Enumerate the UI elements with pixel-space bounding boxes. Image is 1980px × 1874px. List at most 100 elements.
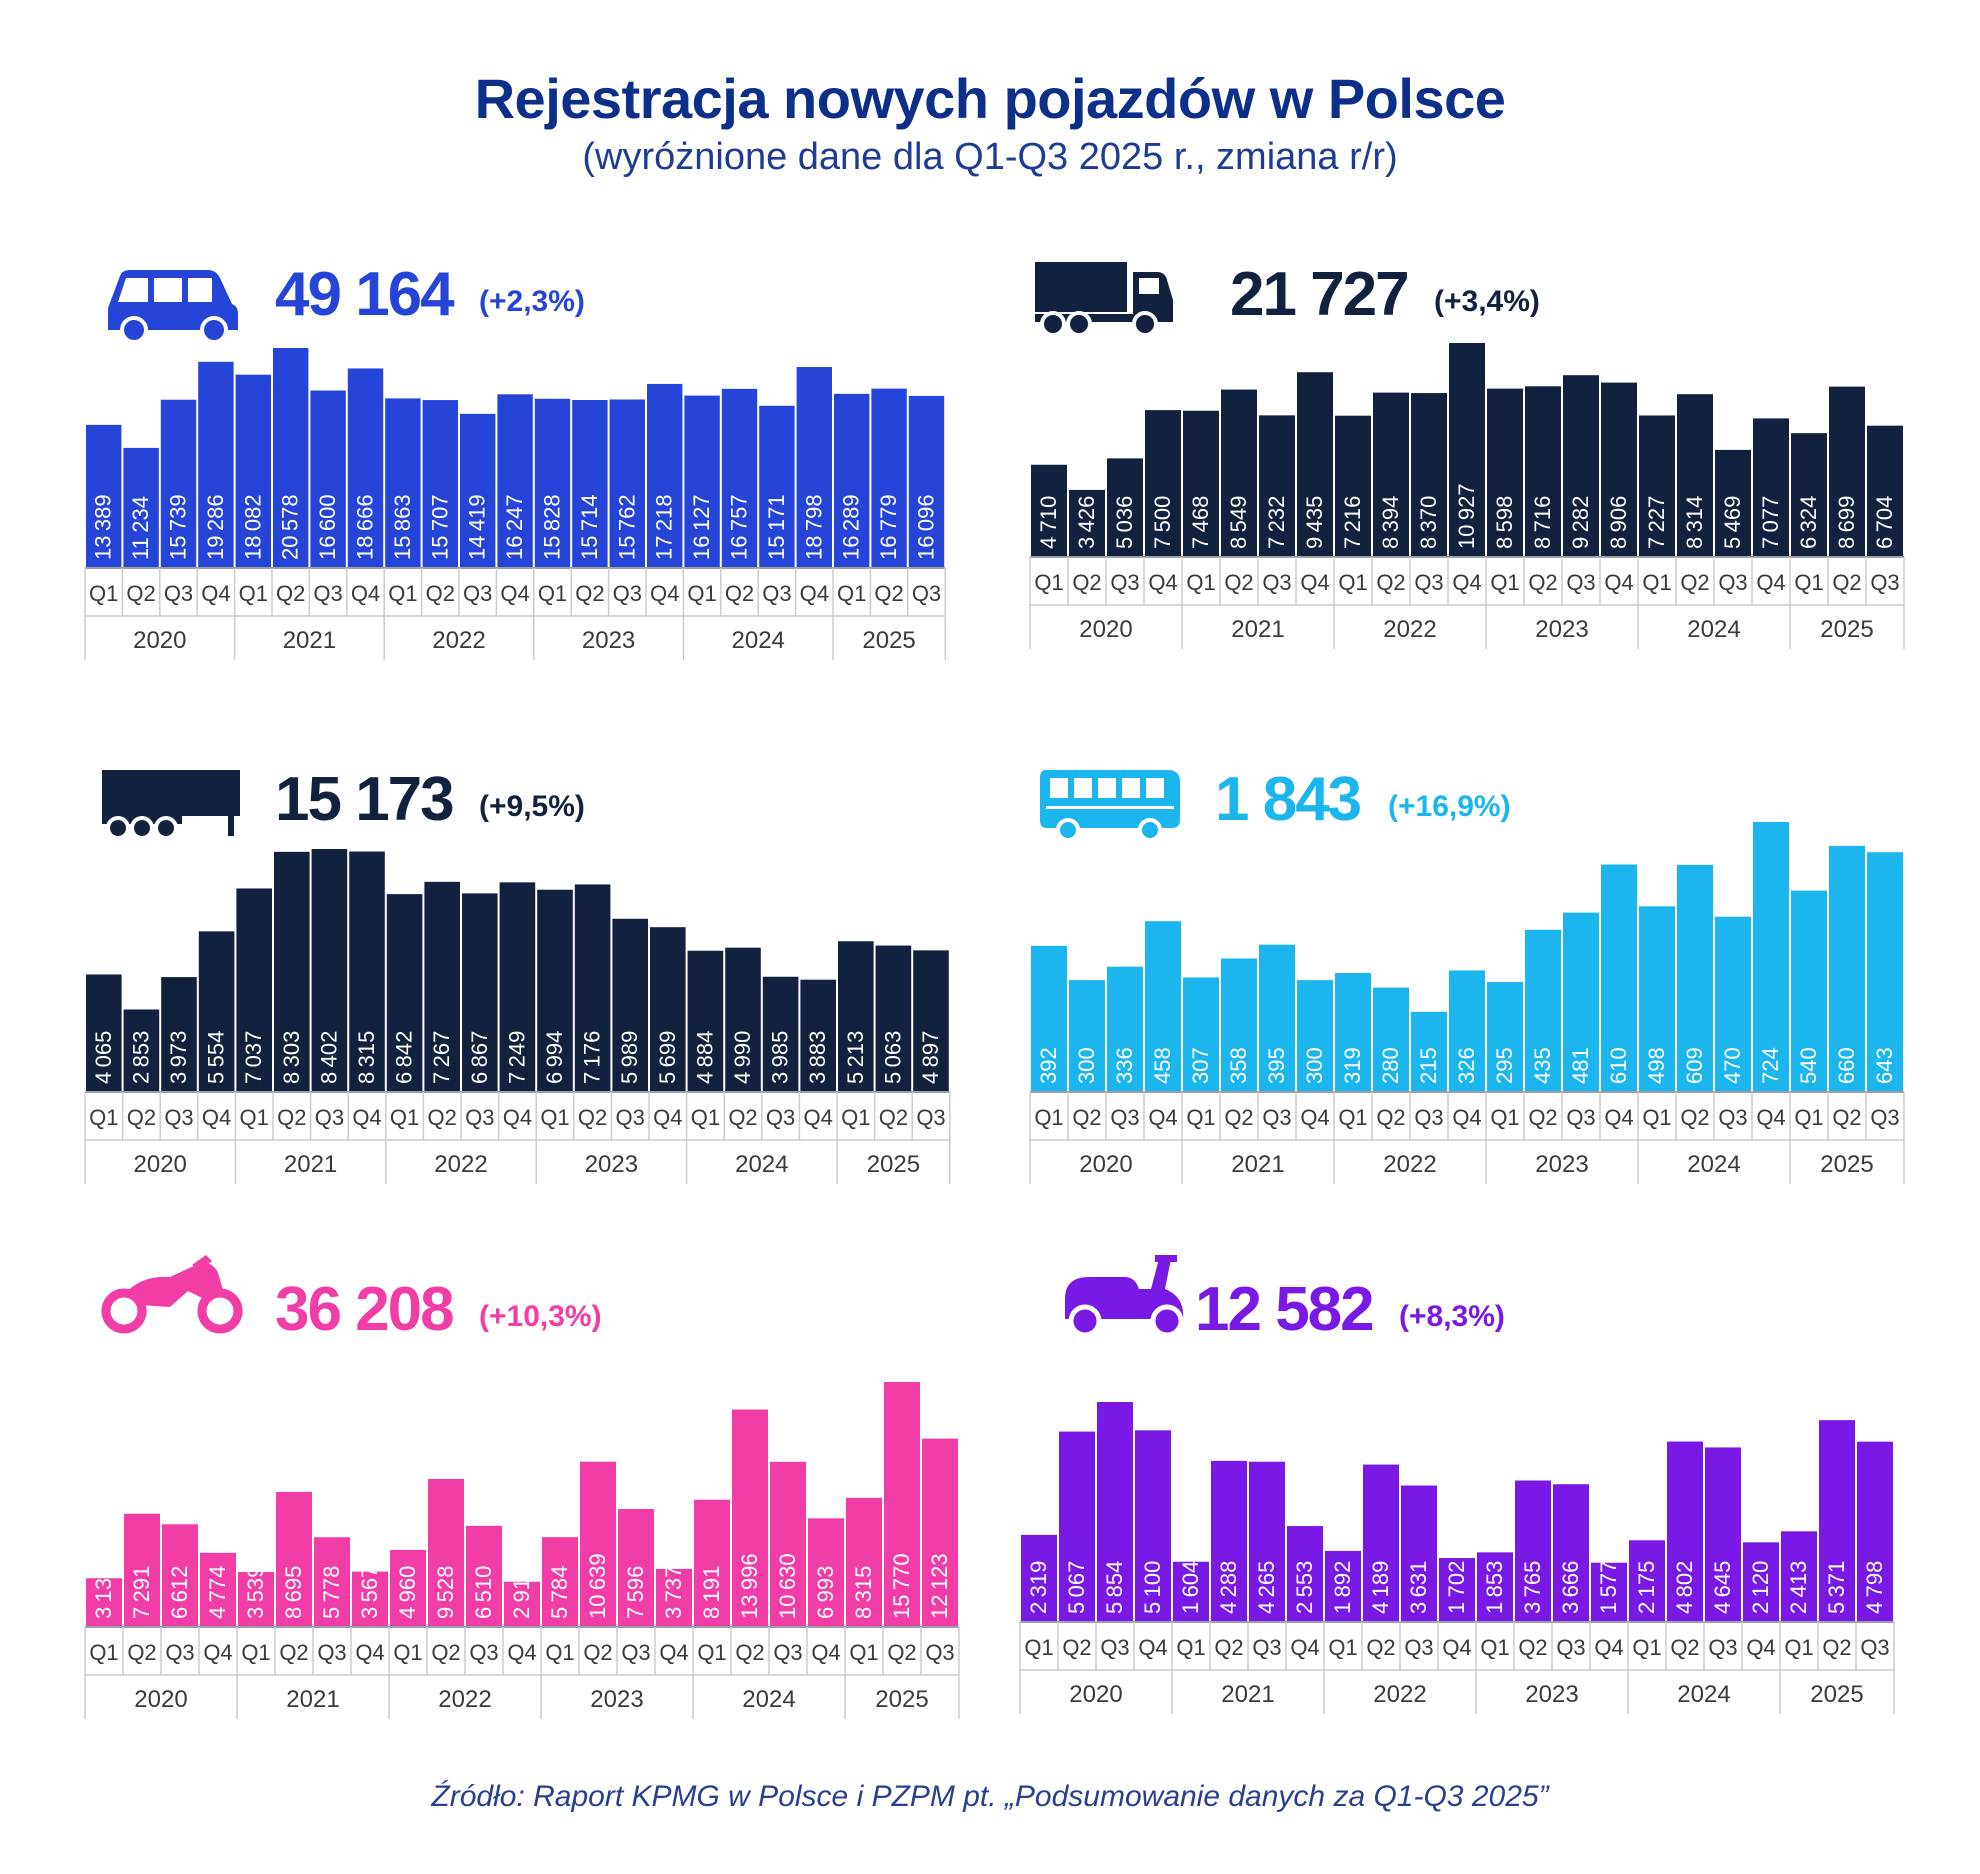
quarter-label: Q1 xyxy=(849,1640,878,1665)
bar xyxy=(1183,977,1219,1092)
quarter-label: Q1 xyxy=(540,1105,569,1130)
year-label: 2024 xyxy=(742,1686,795,1713)
quarter-label: Q2 xyxy=(1072,570,1101,595)
bar xyxy=(385,398,421,568)
bar xyxy=(1325,1550,1361,1622)
bar xyxy=(647,383,683,568)
bar-label: 4 065 xyxy=(91,1031,116,1084)
quarter-label: Q4 xyxy=(1594,1635,1623,1660)
bar-label: 392 xyxy=(1036,1047,1061,1084)
bar xyxy=(1145,410,1181,557)
bar-label: 7 291 xyxy=(129,1566,154,1619)
bar xyxy=(913,950,949,1092)
bar-label: 458 xyxy=(1150,1047,1175,1084)
bar-label: 3 985 xyxy=(768,1031,793,1084)
bar-label: 5 213 xyxy=(843,1031,868,1084)
bus-icon xyxy=(1040,770,1180,842)
quarter-label: Q2 xyxy=(126,581,155,606)
bar xyxy=(236,888,272,1092)
bar-label: 5 067 xyxy=(1064,1561,1089,1614)
bar xyxy=(1563,375,1599,557)
year-label: 2021 xyxy=(284,1151,337,1178)
bar-label: 18 082 xyxy=(240,494,265,560)
year-label: 2023 xyxy=(1525,1681,1578,1708)
quarter-label: Q4 xyxy=(1148,1105,1177,1130)
year-label: 2025 xyxy=(875,1686,928,1713)
bar-label: 8 303 xyxy=(279,1031,304,1084)
quarter-label: Q1 xyxy=(1338,1105,1367,1130)
bar xyxy=(1069,489,1105,557)
bar-label: 6 324 xyxy=(1796,496,1821,549)
bar xyxy=(846,1497,882,1627)
bar-label: 16 127 xyxy=(689,494,714,560)
bar xyxy=(759,405,795,568)
bar-label: 6 867 xyxy=(467,1031,492,1084)
year-label: 2020 xyxy=(1069,1681,1122,1708)
bar-label: 326 xyxy=(1454,1047,1479,1084)
chart-total: 12 582 xyxy=(1195,1275,1373,1344)
bar-label: 4 802 xyxy=(1672,1561,1697,1614)
bar-label: 11 234 xyxy=(128,496,153,560)
bar-label: 3 539 xyxy=(243,1566,268,1619)
bar xyxy=(687,950,724,1092)
quarter-label: Q2 xyxy=(1822,1635,1851,1660)
quarter-label: Q1 xyxy=(240,1105,269,1130)
bar-label: 16 289 xyxy=(839,494,864,560)
bar-label: 7 077 xyxy=(1758,496,1783,549)
quarter-label: Q3 xyxy=(616,1105,645,1130)
bar xyxy=(1097,1402,1133,1622)
bar xyxy=(1059,1431,1095,1622)
quarter-label: Q1 xyxy=(687,581,716,606)
quarter-label: Q2 xyxy=(1670,1635,1699,1660)
chart-total: 1 843 xyxy=(1215,765,1361,834)
bar xyxy=(1259,415,1295,557)
bar xyxy=(884,1382,920,1627)
bar xyxy=(1715,449,1751,557)
bar-label: 8 906 xyxy=(1606,496,1631,549)
bar xyxy=(1525,386,1561,557)
bar xyxy=(123,447,159,568)
bar xyxy=(1829,845,1865,1092)
bar-label: 498 xyxy=(1644,1047,1669,1084)
quarter-label: Q3 xyxy=(1566,1105,1595,1130)
quarter-label: Q3 xyxy=(1252,1635,1281,1660)
bar-label: 2 553 xyxy=(1292,1561,1317,1614)
bar xyxy=(198,931,235,1092)
bar-label: 4 265 xyxy=(1254,1561,1279,1614)
quarter-label: Q2 xyxy=(578,1105,607,1130)
quarter-label: Q2 xyxy=(279,1640,308,1665)
quarter-label: Q3 xyxy=(766,1105,795,1130)
bar-label: 3 765 xyxy=(1520,1561,1545,1614)
bar-label: 3 567 xyxy=(357,1566,382,1619)
quarter-label: Q4 xyxy=(1746,1635,1775,1660)
bar xyxy=(462,893,498,1092)
bar-label: 3 631 xyxy=(1406,1561,1431,1614)
bar xyxy=(1857,1441,1893,1622)
quarter-label: Q1 xyxy=(841,1105,870,1130)
bar xyxy=(838,941,874,1092)
bar xyxy=(1487,388,1523,557)
bar xyxy=(1259,944,1295,1092)
bar-label: 5 554 xyxy=(204,1031,229,1084)
quarter-label: Q2 xyxy=(277,1105,306,1130)
bar xyxy=(1297,980,1333,1092)
quarter-label: Q1 xyxy=(1784,1635,1813,1660)
trailer-icon xyxy=(102,770,240,840)
bar-label: 9 282 xyxy=(1568,496,1593,549)
bar xyxy=(86,974,122,1092)
year-label: 2020 xyxy=(133,627,186,654)
quarter-label: Q1 xyxy=(388,581,417,606)
bar-label: 8 191 xyxy=(699,1566,724,1619)
bar-label: 4 288 xyxy=(1216,1561,1241,1614)
bar-label: 13 996 xyxy=(737,1553,762,1619)
page-subtitle: (wyróżnione dane dla Q1-Q3 2025 r., zmia… xyxy=(582,136,1398,178)
bar-label: 660 xyxy=(1834,1047,1859,1084)
year-label: 2023 xyxy=(1535,1151,1588,1178)
quarter-label: Q4 xyxy=(650,581,679,606)
bar xyxy=(390,1549,426,1627)
truck-icon xyxy=(1035,262,1173,337)
quarter-label: Q1 xyxy=(1034,1105,1063,1130)
bar xyxy=(1449,970,1485,1092)
quarter-label: Q2 xyxy=(1214,1635,1243,1660)
